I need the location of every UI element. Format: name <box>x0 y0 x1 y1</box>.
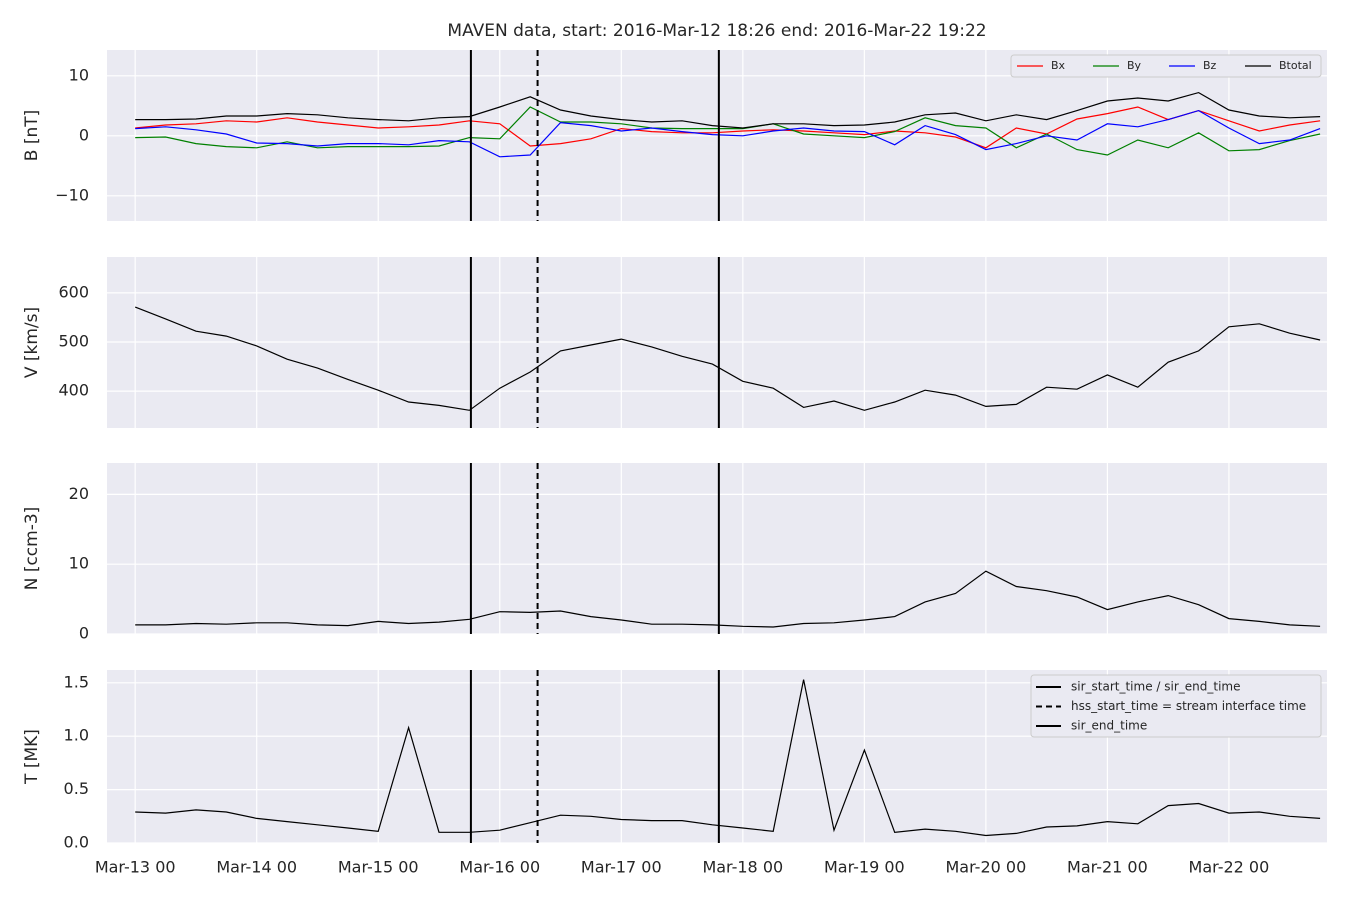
y-tick-label: 400 <box>58 381 89 400</box>
x-tick-label: Mar-18 00 <box>702 858 783 877</box>
data-line <box>135 679 1321 837</box>
plot-area <box>107 463 1327 635</box>
x-tick-label: Mar-17 00 <box>581 858 662 877</box>
y-tick-label: 0.5 <box>64 779 89 798</box>
y-tick-label: 600 <box>58 282 89 301</box>
legend-box <box>1030 674 1322 738</box>
y-axis-label: B [nT] <box>22 110 42 162</box>
legend-label: sir_start_time / sir_end_time <box>1071 680 1241 694</box>
legend-label: Bx <box>1051 59 1066 72</box>
legend-label: By <box>1127 59 1142 72</box>
legend-box <box>1010 54 1322 78</box>
y-tick-label: 10 <box>69 554 89 573</box>
data-line <box>135 109 1321 158</box>
x-tick-label: Mar-14 00 <box>216 858 297 877</box>
data-line <box>134 306 1321 411</box>
data-line <box>135 91 1321 129</box>
x-tick-label: Mar-13 00 <box>95 858 176 877</box>
y-tick-label: 10 <box>69 65 89 84</box>
y-tick-label: 500 <box>58 332 89 351</box>
y-tick-label: 1.5 <box>64 672 89 691</box>
chart-title: MAVEN data, start: 2016-Mar-12 18:26 end… <box>447 21 986 41</box>
y-tick-label: −10 <box>55 185 89 204</box>
x-tick-label: Mar-20 00 <box>946 858 1027 877</box>
data-line <box>135 106 1321 156</box>
data-line <box>135 106 1321 149</box>
y-tick-label: 0.0 <box>64 833 89 852</box>
y-axis-label: T [MK] <box>22 729 42 785</box>
plot-area <box>107 50 1327 221</box>
y-tick-label: 1.0 <box>64 726 89 745</box>
y-axis-label: V [km/s] <box>22 307 42 378</box>
legend-label: hss_start_time = stream interface time <box>1071 699 1306 713</box>
data-line <box>135 570 1321 628</box>
legend-label: Bz <box>1203 59 1217 72</box>
x-tick-label: Mar-22 00 <box>1189 858 1270 877</box>
x-tick-label: Mar-21 00 <box>1067 858 1148 877</box>
y-tick-label: 0 <box>79 125 89 144</box>
x-tick-label: Mar-15 00 <box>338 858 419 877</box>
legend-label: Btotal <box>1279 59 1312 72</box>
plot-area <box>107 257 1327 428</box>
legend-label: sir_end_time <box>1071 719 1147 733</box>
y-axis-label: N [ccm-3] <box>22 507 42 591</box>
x-tick-label: Mar-16 00 <box>459 858 540 877</box>
y-tick-label: 0 <box>79 624 89 643</box>
plot-background <box>107 463 1327 634</box>
y-tick-label: 20 <box>69 484 89 503</box>
x-tick-label: Mar-19 00 <box>824 858 905 877</box>
